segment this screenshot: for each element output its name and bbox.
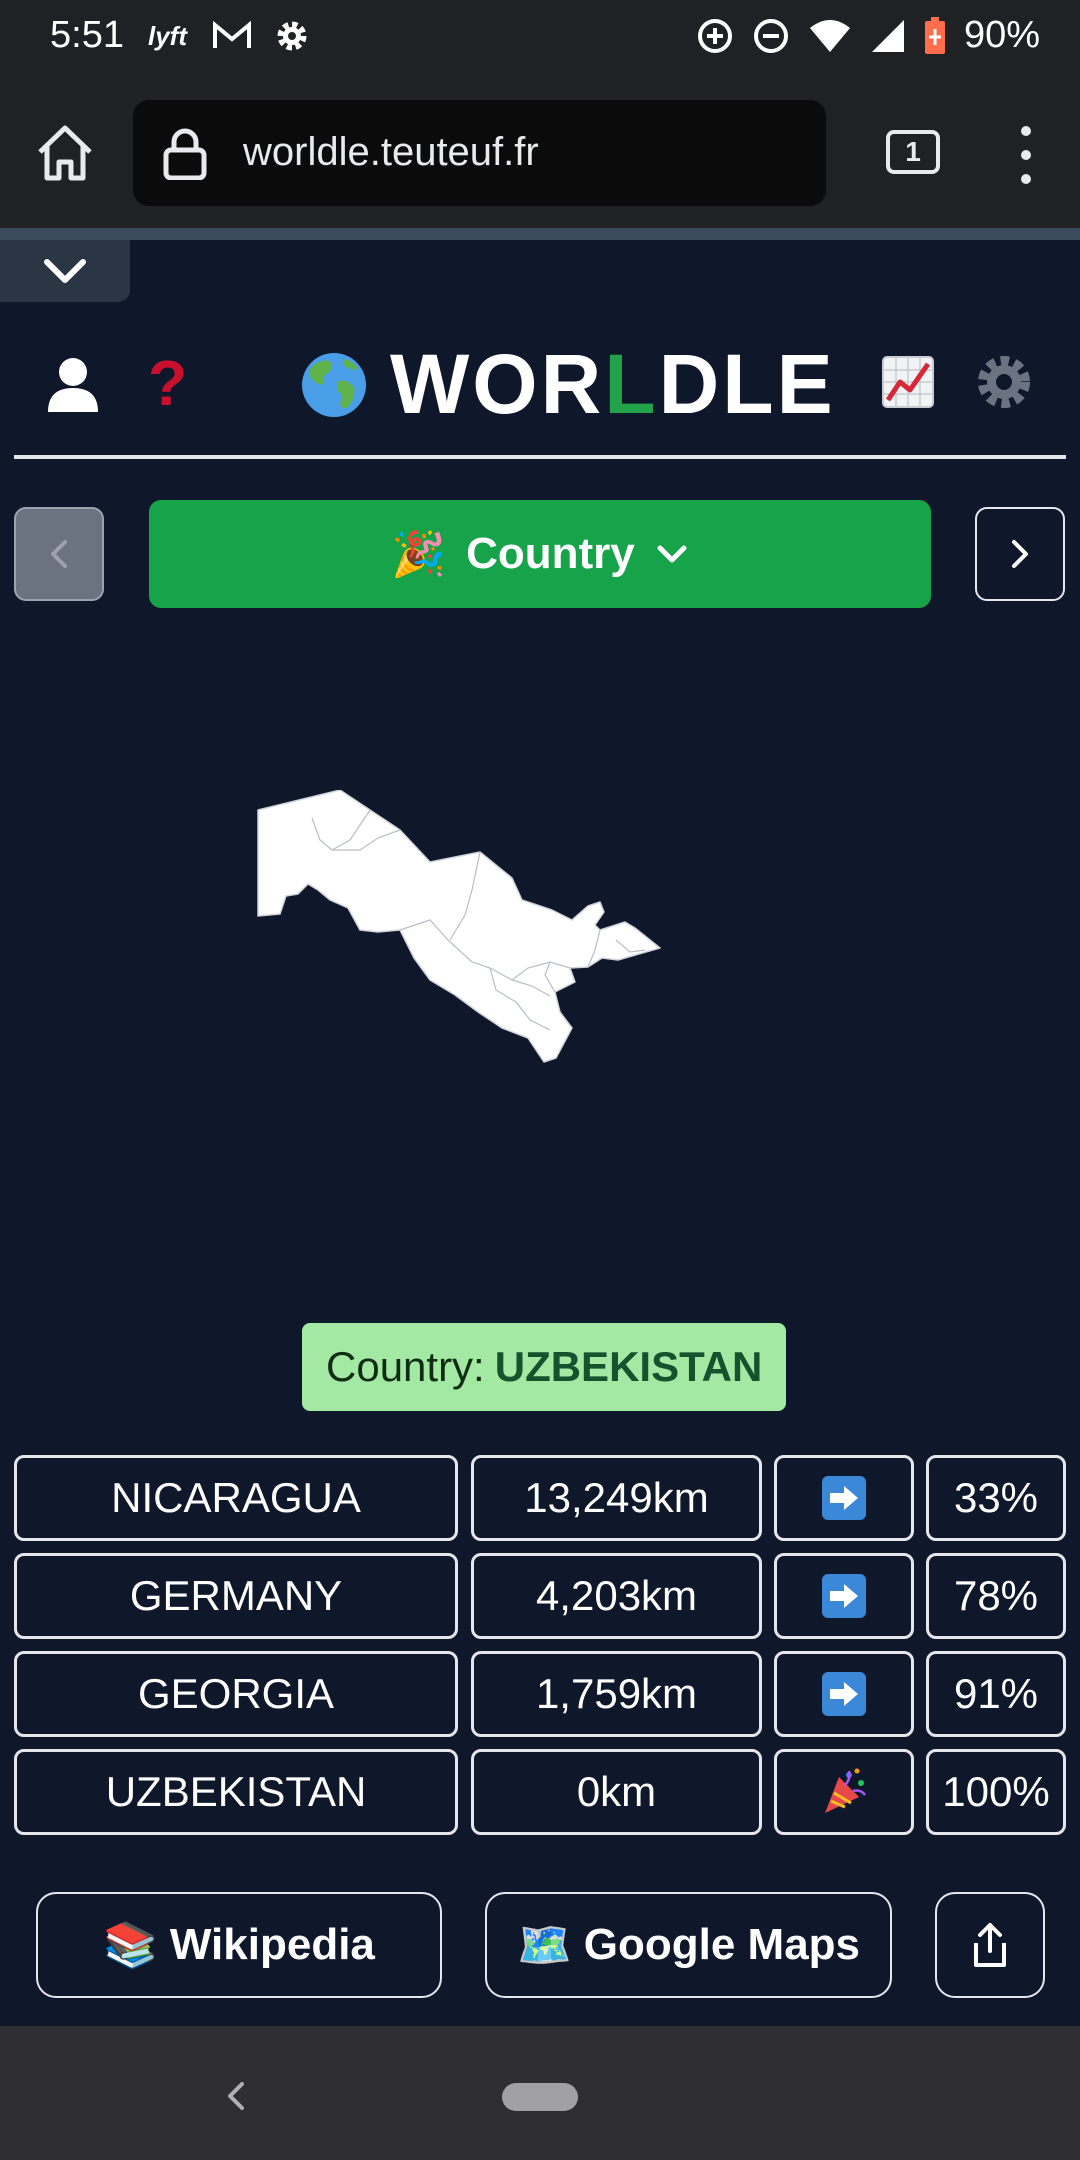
data-saver-icon xyxy=(696,17,734,55)
help-button[interactable]: ? xyxy=(148,347,188,419)
back-chevron-icon xyxy=(228,2082,244,2110)
browser-menu-button[interactable] xyxy=(1016,126,1036,186)
chart-increasing-icon xyxy=(882,356,934,408)
guess-direction xyxy=(774,1651,914,1737)
menu-dot xyxy=(1021,150,1031,160)
chevron-down-icon xyxy=(44,259,86,283)
party-popper-icon: 🎉 xyxy=(391,530,447,579)
guess-proximity: 100% xyxy=(926,1749,1066,1835)
books-icon: 📚 xyxy=(103,1921,158,1970)
svg-text:lyft: lyft xyxy=(148,21,188,51)
guess-distance: 4,203km xyxy=(471,1553,762,1639)
user-icon xyxy=(48,358,98,412)
guess-direction xyxy=(774,1749,914,1835)
guess-distance: 13,249km xyxy=(471,1455,762,1541)
party-popper-icon xyxy=(825,1768,867,1813)
toolbar-divider xyxy=(0,228,1080,240)
status-bar: 5:51 lyft 90% xyxy=(0,0,1080,78)
system-navigation-bar xyxy=(0,2026,1080,2160)
share-button[interactable] xyxy=(935,1892,1045,1998)
signal-icon xyxy=(870,18,906,54)
world-map-icon: 🗺️ xyxy=(516,1921,572,1970)
arrow-right-icon xyxy=(822,1574,866,1618)
guess-row: NICARAGUA 13,249km 33% xyxy=(14,1455,1066,1541)
menu-dot xyxy=(1021,174,1031,184)
logo: WORLDLE xyxy=(300,336,836,433)
system-back-button[interactable] xyxy=(224,2078,248,2119)
battery-percent: 90% xyxy=(963,14,1040,56)
chevron-left-icon xyxy=(51,540,67,568)
answer-label: Country: xyxy=(326,1343,485,1390)
guess-proximity: 91% xyxy=(926,1651,1066,1737)
game-mode-label: Country xyxy=(466,529,635,578)
globe-icon xyxy=(302,352,366,417)
share-icon xyxy=(974,1923,1006,1967)
guess-row: GEORGIA 1,759km 91% xyxy=(14,1651,1066,1737)
guess-distance: 0km xyxy=(471,1749,762,1835)
statistics-button[interactable] xyxy=(882,356,934,413)
guess-row: UZBEKISTAN 0km 100% xyxy=(14,1749,1066,1835)
guess-country: NICARAGUA xyxy=(14,1455,458,1541)
arrow-right-icon xyxy=(822,1672,866,1716)
notification-icons: lyft xyxy=(148,18,310,54)
url-text: worldle.teuteuf.fr xyxy=(243,130,539,174)
game-mode-dropdown[interactable]: 🎉 Country xyxy=(149,500,931,608)
next-game-button[interactable] xyxy=(975,507,1065,601)
country-silhouette xyxy=(257,790,661,1063)
lyft-icon: lyft xyxy=(148,21,190,51)
page-title: WORLDLE xyxy=(390,337,836,431)
header-divider xyxy=(14,455,1066,459)
settings-button[interactable] xyxy=(976,354,1032,415)
system-indicators: 90% xyxy=(696,14,1040,57)
guess-row: GERMANY 4,203km 78% xyxy=(14,1553,1066,1639)
guess-country: GERMANY xyxy=(14,1553,458,1639)
tab-switcher-button[interactable]: 1 xyxy=(886,130,940,174)
account-button[interactable] xyxy=(46,356,100,417)
guess-proximity: 33% xyxy=(926,1455,1066,1541)
answer-banner: Country: UZBEKISTAN xyxy=(302,1323,787,1411)
menu-dot xyxy=(1021,126,1031,136)
wikipedia-button[interactable]: 📚 Wikipedia xyxy=(36,1892,442,1998)
status-time: 5:51 xyxy=(50,14,124,56)
google-maps-label: Google Maps xyxy=(583,1920,861,1969)
settings-gear-icon xyxy=(274,18,310,54)
guess-direction xyxy=(774,1553,914,1639)
guess-country: UZBEKISTAN xyxy=(14,1749,458,1835)
home-button[interactable] xyxy=(30,118,100,188)
gmail-icon xyxy=(212,21,252,51)
battery-icon xyxy=(924,16,946,55)
guess-distance: 1,759km xyxy=(471,1651,762,1737)
arrow-right-icon xyxy=(822,1476,866,1520)
wikipedia-label: Wikipedia xyxy=(169,1920,375,1969)
url-bar[interactable]: worldle.teuteuf.fr xyxy=(133,100,826,206)
google-maps-button[interactable]: 🗺️ Google Maps xyxy=(485,1892,892,1998)
home-icon xyxy=(38,125,92,181)
guess-country: GEORGIA xyxy=(14,1651,458,1737)
wifi-icon xyxy=(808,18,852,54)
gear-icon xyxy=(978,356,1030,408)
guess-proximity: 78% xyxy=(926,1553,1066,1639)
lock-icon xyxy=(163,128,207,185)
guess-direction xyxy=(774,1455,914,1541)
answer-country: UZBEKISTAN xyxy=(494,1343,763,1390)
browser-toolbar: worldle.teuteuf.fr 1 xyxy=(0,78,1080,228)
home-gesture-pill[interactable] xyxy=(502,2083,578,2111)
collapse-toggle[interactable] xyxy=(0,240,130,302)
chevron-down-icon xyxy=(657,545,687,563)
chevron-right-icon xyxy=(1012,540,1028,568)
previous-game-button[interactable] xyxy=(14,507,104,601)
do-not-disturb-icon xyxy=(752,17,790,55)
